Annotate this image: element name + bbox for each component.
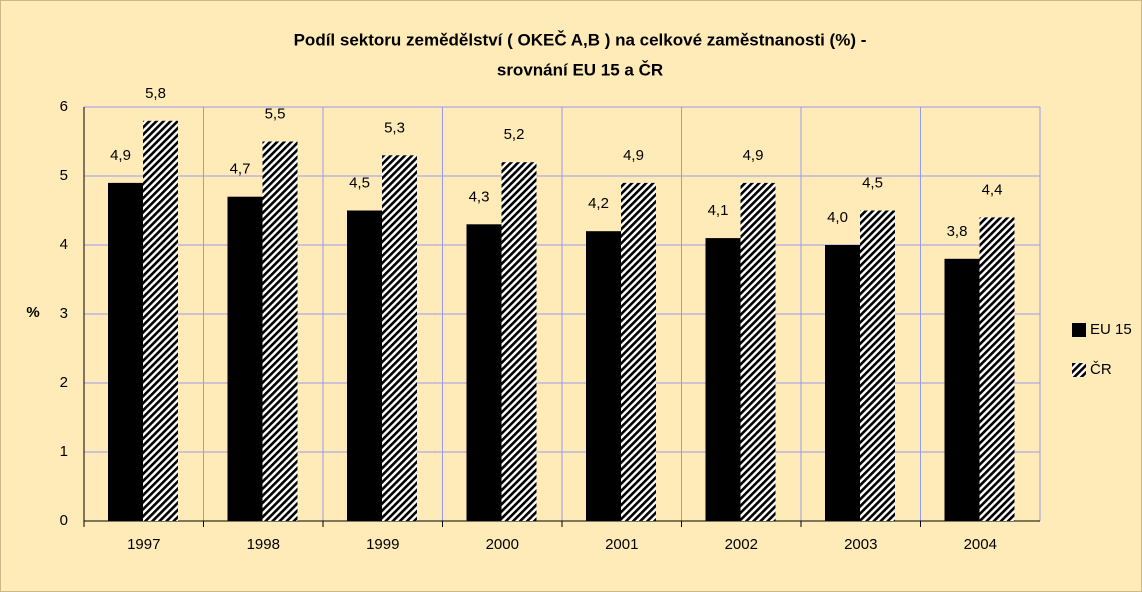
y-tick-label: 5 xyxy=(60,167,68,184)
y-tick-label: 6 xyxy=(60,98,68,115)
value-label: 4,9 xyxy=(743,147,764,164)
x-tick-label: 2003 xyxy=(844,536,877,553)
value-label: 4,3 xyxy=(469,188,490,205)
value-label: 4,1 xyxy=(708,202,729,219)
bar xyxy=(705,238,741,521)
bar xyxy=(108,182,143,521)
x-tick-label: 2000 xyxy=(486,536,519,553)
value-label: 3,8 xyxy=(947,223,968,240)
bar xyxy=(825,245,860,521)
bar xyxy=(382,155,417,522)
value-label: 5,5 xyxy=(265,105,286,122)
y-tick-label: 2 xyxy=(60,374,68,391)
bar xyxy=(347,210,382,521)
y-axis-label: % xyxy=(26,304,39,321)
bar xyxy=(586,231,621,521)
value-label: 5,3 xyxy=(384,119,405,136)
y-tick-label: 4 xyxy=(60,236,68,253)
bar xyxy=(227,196,263,521)
legend-swatch xyxy=(1072,323,1086,337)
value-label: 4,0 xyxy=(827,209,848,226)
x-tick-label: 1997 xyxy=(127,536,160,553)
value-label: 4,7 xyxy=(230,161,251,178)
bar xyxy=(262,141,298,521)
bar xyxy=(740,182,776,521)
bar xyxy=(979,217,1015,521)
bar xyxy=(143,120,178,522)
legend-label: EU 15 xyxy=(1090,321,1132,338)
value-label: 4,2 xyxy=(588,195,609,212)
value-label: 5,2 xyxy=(504,126,525,143)
x-tick-label: 1999 xyxy=(366,536,399,553)
chart-title: Podíl sektoru zemědělství ( OKEČ A,B ) n… xyxy=(294,30,867,49)
value-label: 4,5 xyxy=(349,174,370,191)
x-tick-label: 1998 xyxy=(247,536,280,553)
legend-label: ČR xyxy=(1090,361,1112,378)
value-label: 4,9 xyxy=(110,147,131,164)
bar xyxy=(466,224,502,522)
y-tick-label: 1 xyxy=(60,443,68,460)
bar xyxy=(860,210,895,521)
x-tick-label: 2002 xyxy=(725,536,758,553)
legend-swatch xyxy=(1072,363,1086,377)
y-tick-label: 3 xyxy=(60,305,68,322)
bar xyxy=(621,182,656,521)
bar xyxy=(944,258,980,521)
x-tick-label: 2004 xyxy=(964,536,997,553)
y-tick-label: 0 xyxy=(60,512,68,529)
x-tick-label: 2001 xyxy=(605,536,638,553)
bar xyxy=(501,162,537,521)
value-label: 5,8 xyxy=(145,85,166,102)
value-label: 4,4 xyxy=(982,181,1003,198)
value-label: 4,5 xyxy=(862,174,883,191)
value-label: 4,9 xyxy=(623,147,644,164)
chart-subtitle: srovnání EU 15 a ČR xyxy=(497,60,663,79)
